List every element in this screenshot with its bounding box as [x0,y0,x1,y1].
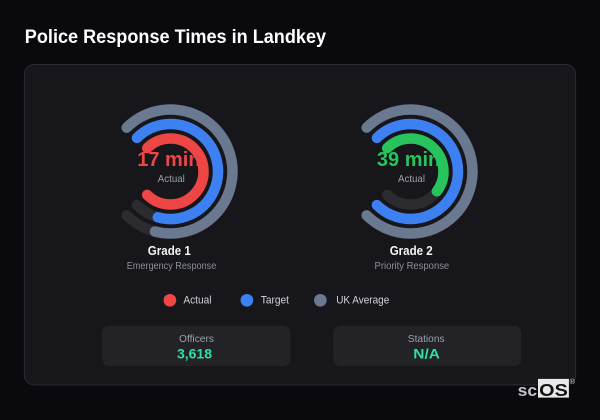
svg-text:Grade 1: Grade 1 [148,243,191,258]
svg-text:®: ® [570,377,576,386]
svg-text:Actual: Actual [183,295,211,307]
svg-text:Priority Response: Priority Response [375,261,450,272]
svg-text:Actual: Actual [398,173,425,185]
svg-text:17 min: 17 min [137,149,200,171]
svg-text:Stations: Stations [408,334,445,345]
svg-text:3,618: 3,618 [177,345,212,361]
svg-text:Target: Target [261,295,289,307]
svg-text:Emergency Response: Emergency Response [127,261,217,272]
svg-text:39 min: 39 min [377,149,440,171]
svg-text:N/A: N/A [413,345,440,361]
svg-text:sc: sc [518,381,538,400]
svg-text:OS: OS [539,380,568,400]
svg-text:Officers: Officers [179,334,214,345]
svg-text:Grade 2: Grade 2 [390,243,433,258]
svg-text:UK Average: UK Average [336,295,389,307]
svg-text:Police Response Times in Landk: Police Response Times in Landkey [25,27,327,48]
svg-text:Actual: Actual [158,173,185,185]
